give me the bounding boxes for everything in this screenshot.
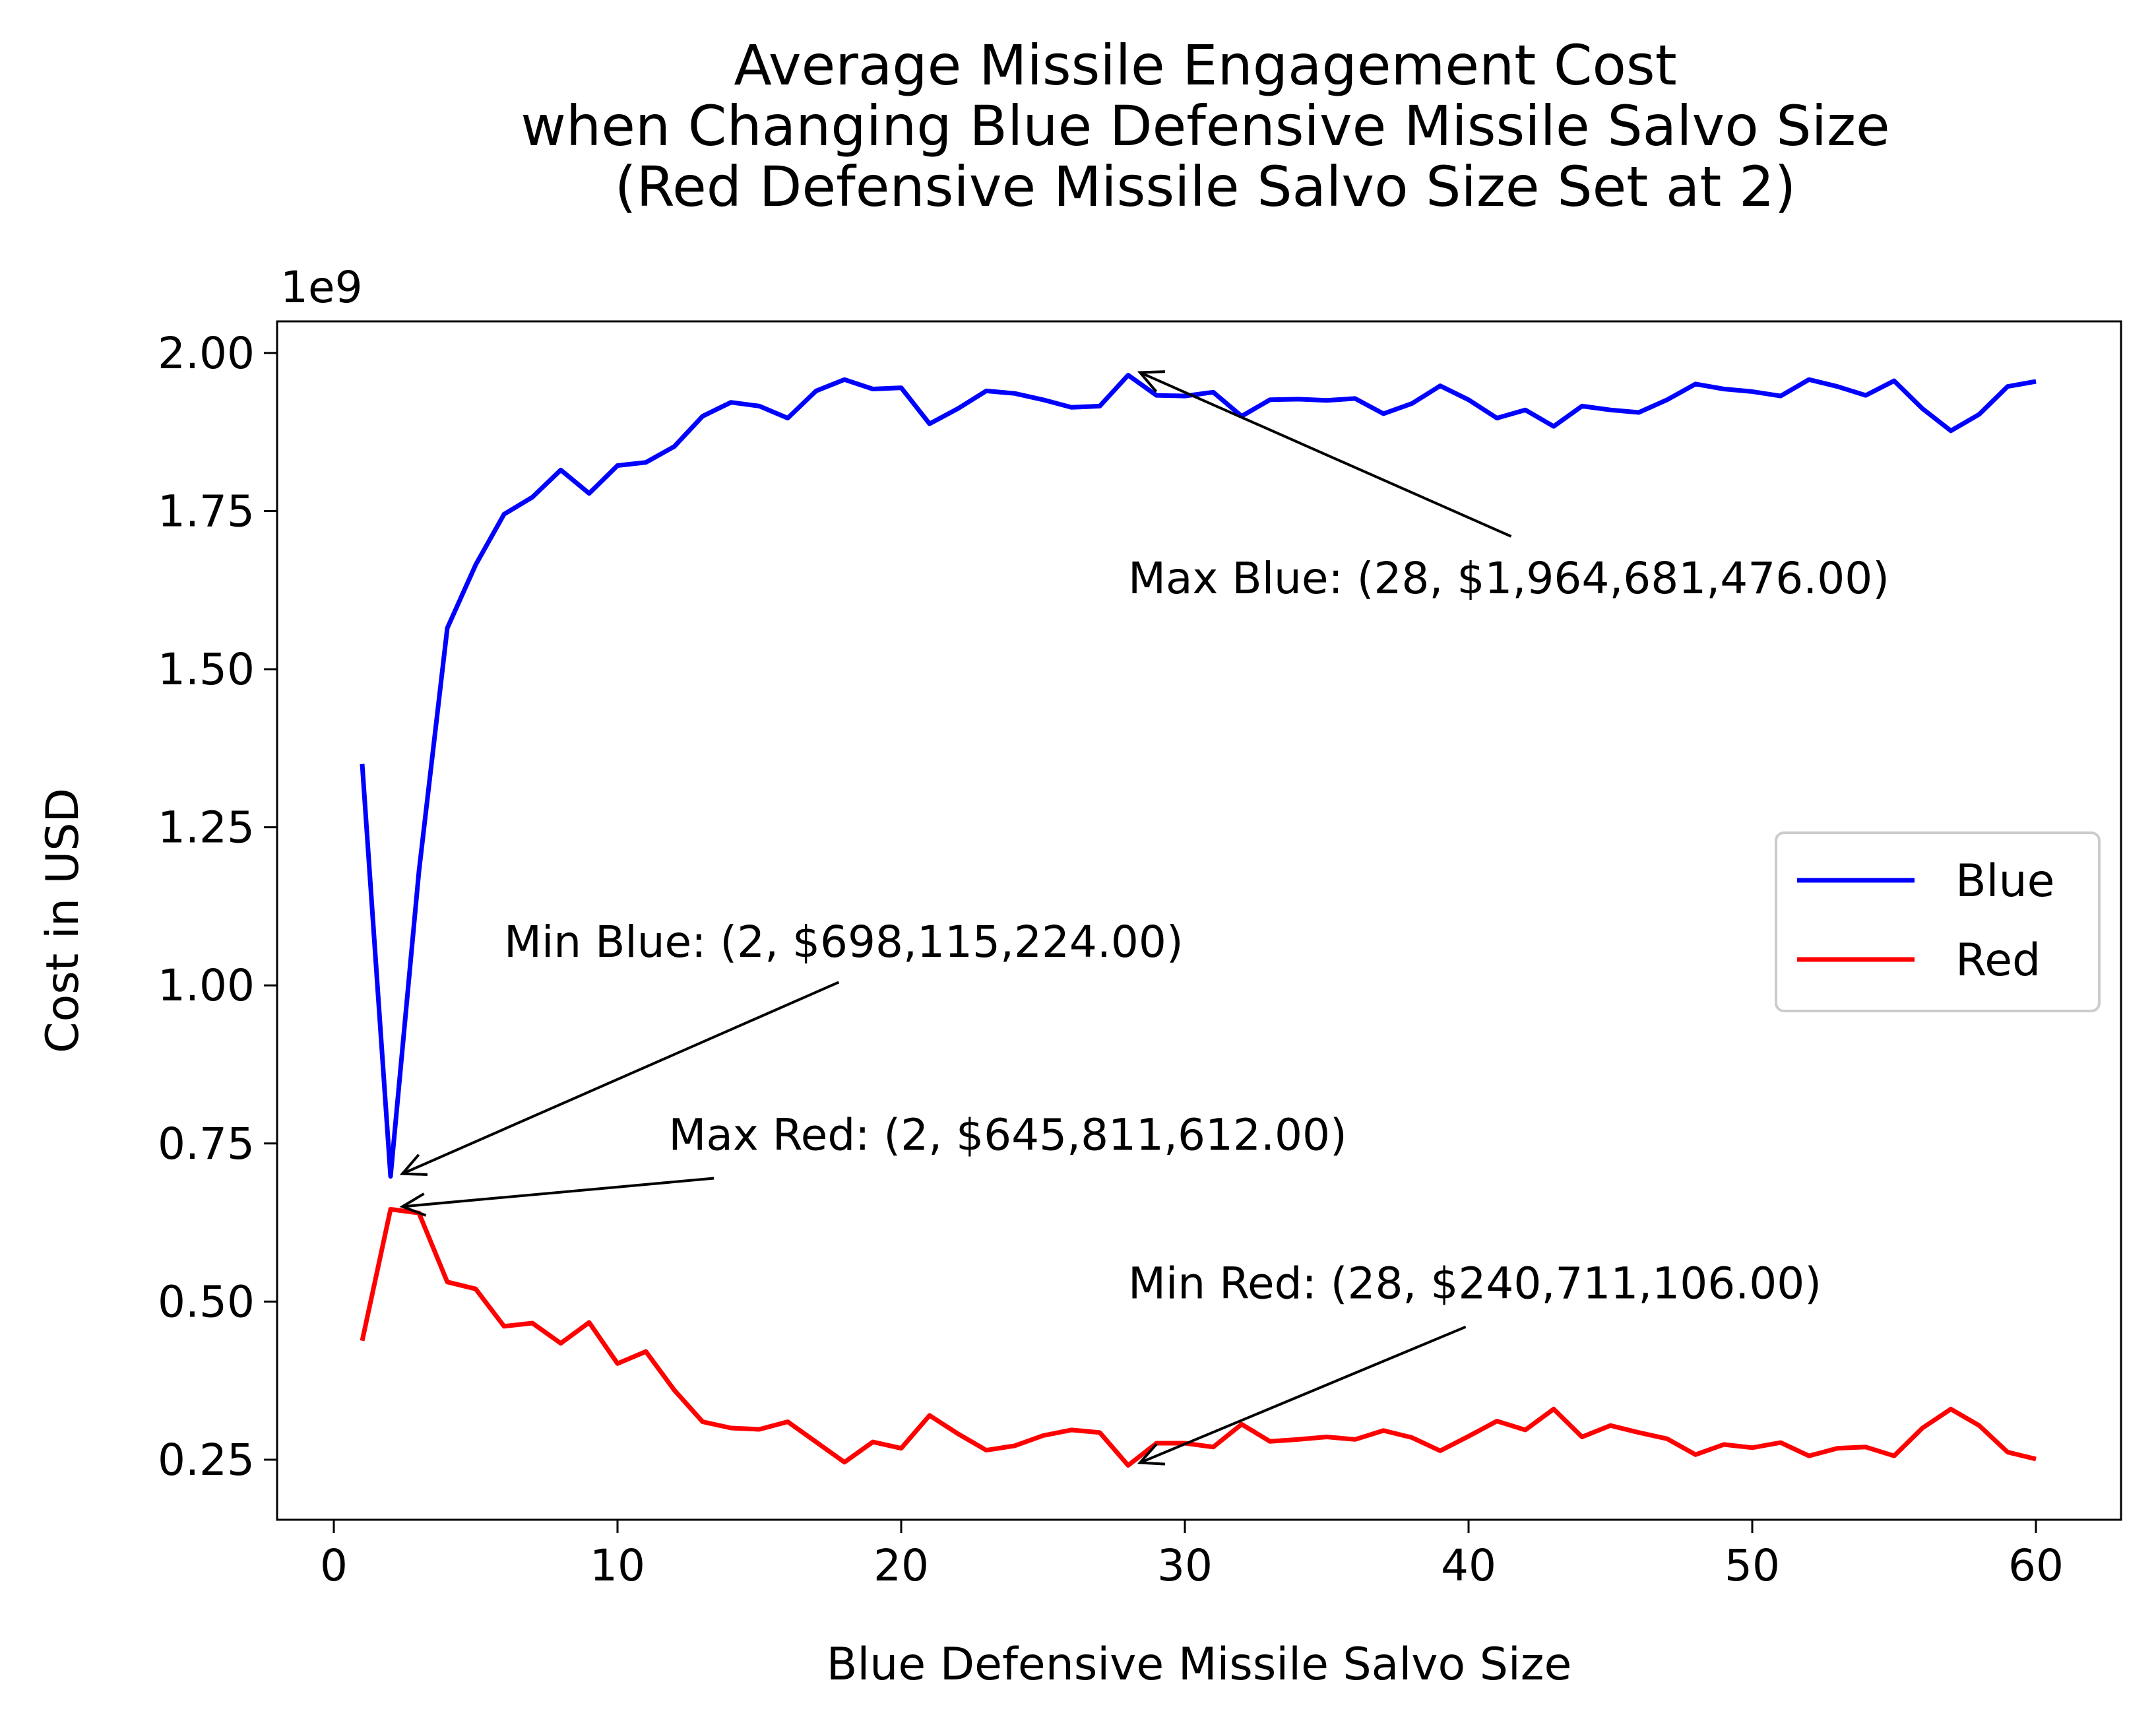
legend-label-blue: Blue [1955, 855, 2054, 907]
annotation-arrow-3 [402, 1177, 714, 1208]
annotation-arrowhead-2 [399, 1154, 428, 1177]
y-tick-label: 0.25 [158, 1435, 255, 1485]
annotation-arrowhead-3 [399, 1192, 427, 1217]
x-tick-label: 10 [590, 1540, 645, 1591]
series-line-red [360, 1207, 2037, 1468]
y-tick-label: 1.75 [158, 486, 255, 536]
x-axis: 0 10 20 30 40 50 60 [320, 1520, 2064, 1591]
y-tick-label: 0.50 [158, 1276, 255, 1327]
annotation-arrow-4 [1139, 1325, 1467, 1464]
legend-label-red: Red [1955, 934, 2041, 987]
y-axis: 0.25 0.50 0.75 1.00 1.25 1.50 1.75 2.00 [158, 328, 277, 1485]
annotation-arrowhead-1 [1137, 370, 1166, 393]
annotation-arrowhead-4 [1137, 1443, 1166, 1466]
annotations: Max Blue: (28, $1,964,681,476.00) Min Blu… [399, 370, 1889, 1466]
y-tick-label: 1.00 [158, 960, 255, 1011]
annotation-text-1: Max Blue: (28, $1,964,681,476.00) [1128, 553, 1889, 604]
annotation-text-4: Min Red: (28, $240,711,106.00) [1128, 1258, 1822, 1309]
x-tick-label: 0 [320, 1540, 348, 1591]
x-tick-label: 20 [873, 1540, 929, 1591]
series-line-blue [360, 373, 2037, 1179]
chart-title-line-2: when Changing Blue Defensive Missile Sal… [521, 94, 1889, 158]
chart-title-line-1: Average Missile Engagement Cost [734, 33, 1676, 98]
x-tick-label: 60 [2008, 1540, 2064, 1591]
y-tick-label: 1.50 [158, 644, 255, 695]
y-tick-label: 1.25 [158, 802, 255, 853]
x-tick-label: 40 [1441, 1540, 1496, 1591]
x-tick-label: 50 [1725, 1540, 1780, 1591]
legend: Blue Red [1775, 831, 2101, 1012]
annotation-arrow-1 [1139, 371, 1512, 538]
annotation-text-3: Max Red: (2, $645,811,612.00) [668, 1109, 1347, 1160]
legend-box [1775, 831, 2101, 1012]
plot-area [276, 320, 2122, 1521]
y-offset-label: 1e9 [280, 262, 363, 313]
x-tick-label: 30 [1157, 1540, 1213, 1591]
annotation-arrow-2 [402, 981, 840, 1175]
y-axis-label: Cost in USD [37, 788, 89, 1053]
x-axis-label: Blue Defensive Missile Salvo Size [827, 1639, 1572, 1691]
chart-title-line-3: (Red Defensive Missile Salvo Size Set at… [615, 154, 1796, 219]
series-lines [360, 373, 2037, 1468]
annotation-text-2: Min Blue: (2, $698,115,224.00) [504, 917, 1184, 967]
y-tick-label: 2.00 [158, 328, 255, 379]
y-tick-label: 0.75 [158, 1119, 255, 1169]
